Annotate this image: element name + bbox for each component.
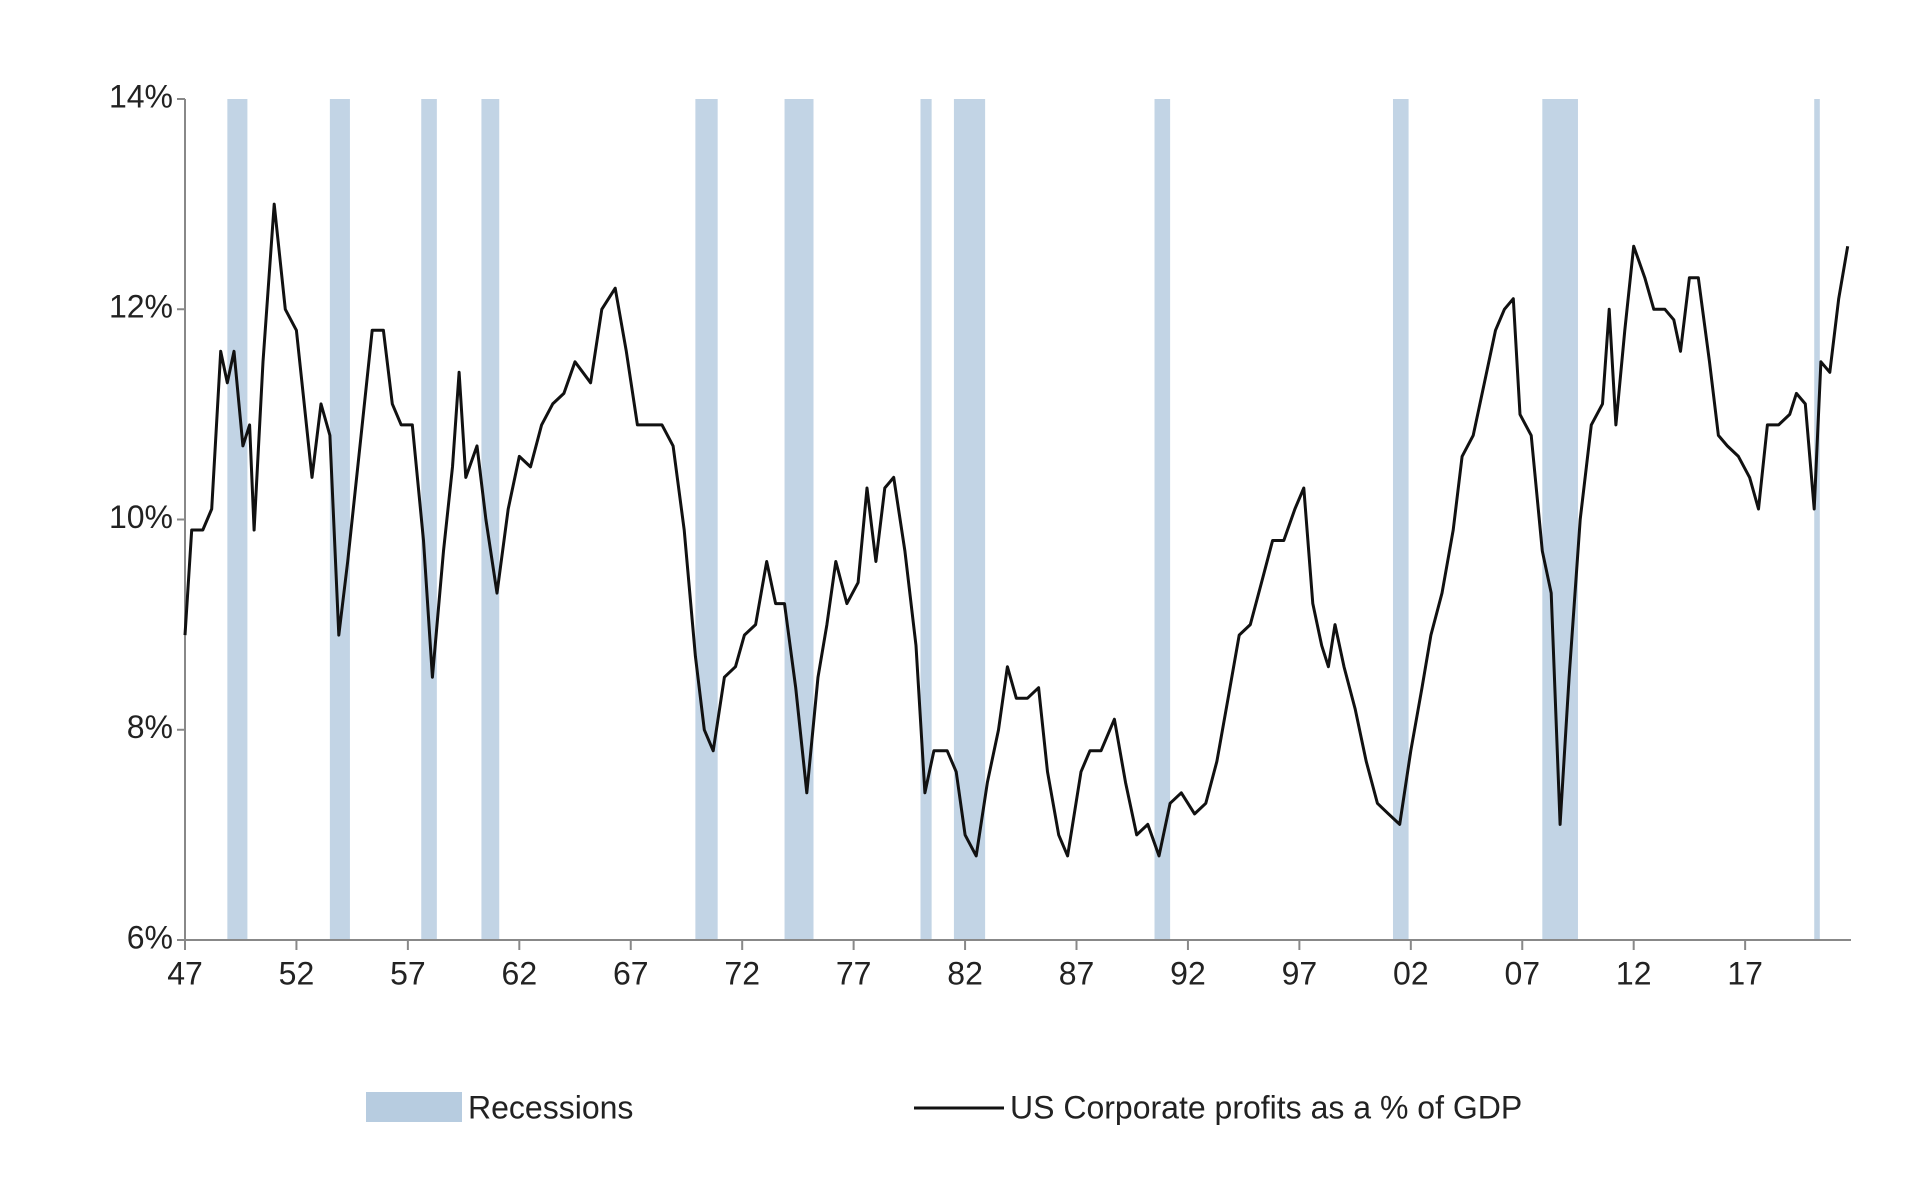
recession-band [1814, 99, 1820, 940]
y-tick-label: 8% [127, 709, 173, 745]
x-tick-label: 17 [1727, 955, 1763, 991]
x-tick-label: 02 [1393, 955, 1429, 991]
y-tick-label: 6% [127, 919, 173, 955]
recession-band [227, 99, 248, 940]
recession-band [953, 99, 986, 940]
x-tick-label: 47 [167, 955, 203, 991]
recession-band [784, 99, 814, 940]
x-tick-label: 62 [502, 955, 538, 991]
recession-band [421, 99, 437, 940]
x-tick-label: 57 [390, 955, 426, 991]
x-tick-label: 87 [1059, 955, 1095, 991]
legend-line-label: US Corporate profits as a % of GDP [1010, 1089, 1522, 1125]
x-tick-label: 92 [1170, 955, 1206, 991]
x-tick-label: 52 [279, 955, 315, 991]
legend-recessions-label: Recessions [468, 1089, 633, 1125]
x-tick-label: 77 [836, 955, 872, 991]
recession-band [1392, 99, 1409, 940]
recession-band [695, 99, 718, 940]
y-tick-label: 10% [109, 499, 173, 535]
x-tick-label: 07 [1504, 955, 1540, 991]
recession-band [1154, 99, 1171, 940]
recession-band [920, 99, 932, 940]
recession-band [481, 99, 500, 940]
recession-band [329, 99, 350, 940]
x-tick-label: 82 [947, 955, 983, 991]
x-tick-label: 12 [1616, 955, 1652, 991]
legend-recessions-swatch [366, 1092, 462, 1122]
y-tick-label: 12% [109, 289, 173, 325]
y-tick-label: 14% [109, 78, 173, 114]
x-tick-label: 72 [724, 955, 760, 991]
series-line [183, 202, 1850, 858]
x-tick-label: 67 [613, 955, 649, 991]
x-tick-label: 97 [1282, 955, 1318, 991]
